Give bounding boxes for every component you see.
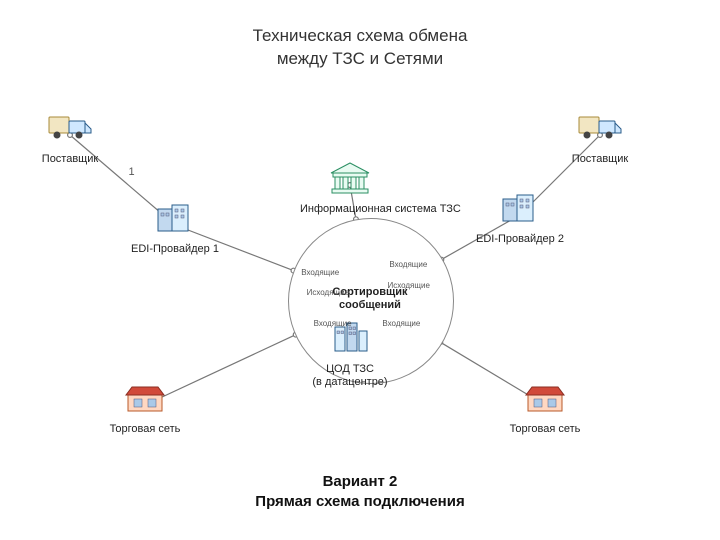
truck-icon bbox=[20, 111, 120, 150]
node-label: Торговая сеть bbox=[95, 423, 195, 436]
diagram-footer: Вариант 2 Прямая схема подключения bbox=[0, 472, 720, 513]
node-edi-provider-1: EDI-Провайдер 1 bbox=[125, 201, 225, 256]
store-icon bbox=[95, 381, 195, 420]
hub-annotation: Входящие bbox=[301, 268, 339, 277]
node-store-right: Торговая сеть bbox=[495, 381, 595, 436]
hub-annotation: Исходящие bbox=[307, 288, 349, 297]
truck-icon bbox=[550, 111, 650, 150]
building_pair-icon bbox=[470, 191, 570, 230]
title-line2: между ТЗС и Сетями bbox=[277, 49, 443, 68]
title-line1: Техническая схема обмена bbox=[253, 26, 468, 45]
node-label: EDI-Провайдер 1 bbox=[125, 243, 225, 256]
node-supplier-right: Поставщик bbox=[550, 111, 650, 166]
node-label: Поставщик bbox=[550, 153, 650, 166]
footer-line2: Прямая схема подключения bbox=[255, 493, 464, 510]
node-edi-provider-2: EDI-Провайдер 2 bbox=[470, 191, 570, 246]
hub-annotation: Входящие bbox=[314, 319, 352, 328]
node-cod: ЦОД ТЗС(в датацентре) bbox=[300, 321, 400, 389]
node-label: EDI-Провайдер 2 bbox=[470, 233, 570, 246]
bank-icon bbox=[300, 161, 400, 200]
diagram-title: Техническая схема обмена между ТЗС и Сет… bbox=[0, 25, 720, 71]
node-label: Информационная система ТЗС bbox=[300, 203, 400, 216]
node-label: ЦОД ТЗС(в датацентре) bbox=[300, 363, 400, 389]
diagram-canvas: Техническая схема обмена между ТЗС и Сет… bbox=[0, 0, 720, 540]
node-store-left: Торговая сеть bbox=[95, 381, 195, 436]
node-label: Торговая сеть bbox=[495, 423, 595, 436]
node-label: Поставщик bbox=[20, 153, 120, 166]
edge-number-1: 1 bbox=[129, 166, 135, 178]
hub-annotation: Исходящие bbox=[387, 281, 429, 290]
hub-label-line2: сообщений bbox=[339, 299, 401, 311]
footer-line1: Вариант 2 bbox=[323, 473, 398, 490]
store-icon bbox=[495, 381, 595, 420]
node-supplier-left: Поставщик bbox=[20, 111, 120, 166]
hub-annotation: Входящие bbox=[382, 319, 420, 328]
hub-annotation: Входящие bbox=[389, 260, 427, 269]
building_pair-icon bbox=[125, 201, 225, 240]
node-info-system: Информационная система ТЗС bbox=[300, 161, 400, 216]
